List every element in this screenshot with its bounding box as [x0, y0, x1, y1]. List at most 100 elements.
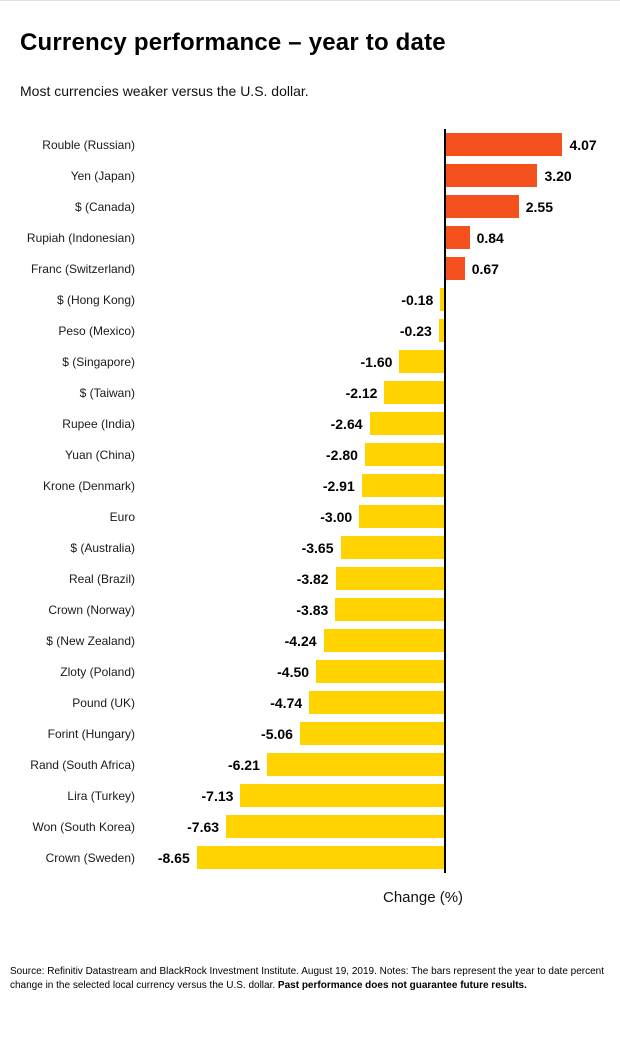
value-label: -3.00 — [320, 508, 353, 525]
negative-bar — [384, 381, 446, 404]
positive-bar — [445, 195, 519, 218]
plot-area: -1.60 — [145, 346, 620, 377]
negative-bar — [266, 753, 446, 776]
category-label: Euro — [109, 509, 135, 524]
bar-row: $ (Singapore) -1.60 — [0, 346, 620, 377]
negative-bar — [340, 536, 446, 559]
x-axis-label: Change (%) — [383, 889, 464, 906]
bar-row: Lira (Turkey) -7.13 — [0, 780, 620, 811]
plot-area: -3.82 — [145, 563, 620, 594]
category-label: $ (Canada) — [74, 199, 135, 214]
bar-row: Forint (Hungary) -5.06 — [0, 718, 620, 749]
category-label: Rupiah (Indonesian) — [26, 230, 135, 245]
negative-bar — [240, 784, 446, 807]
category-label: Yuan (China) — [64, 447, 135, 462]
bar-row: $ (New Zealand) -4.24 — [0, 625, 620, 656]
plot-area: 0.84 — [145, 222, 620, 253]
bar-chart: Rouble (Russian) 4.07 Yen (Japan) 3.20 $ (Ca… — [0, 129, 620, 873]
value-label: -3.82 — [296, 570, 329, 587]
plot-area: -7.63 — [145, 811, 620, 842]
value-label: -8.65 — [157, 849, 190, 866]
value-label: 3.20 — [544, 167, 572, 184]
category-label: Forint (Hungary) — [47, 726, 135, 741]
value-label: -0.18 — [401, 291, 434, 308]
plot-area: -3.65 — [145, 532, 620, 563]
plot-area: -7.13 — [145, 780, 620, 811]
plot-area: 0.67 — [145, 253, 620, 284]
category-label: Crown (Sweden) — [45, 850, 135, 865]
bar-row: $ (Hong Kong) -0.18 — [0, 284, 620, 315]
bar-row: $ (Taiwan) -2.12 — [0, 377, 620, 408]
category-label: $ (Singapore) — [62, 354, 135, 369]
positive-bar — [445, 133, 563, 156]
bar-row: Franc (Switzerland) 0.67 — [0, 253, 620, 284]
plot-area: 2.55 — [145, 191, 620, 222]
category-label: $ (Taiwan) — [79, 385, 135, 400]
disclaimer-text: Past performance does not guarantee futu… — [277, 979, 527, 991]
value-label: -2.64 — [330, 415, 363, 432]
bar-row: Crown (Sweden) -8.65 — [0, 842, 620, 873]
category-label: Franc (Switzerland) — [30, 261, 135, 276]
negative-bar — [359, 505, 446, 528]
value-label: -4.74 — [270, 694, 303, 711]
plot-area: -2.12 — [145, 377, 620, 408]
bar-row: Crown (Norway) -3.83 — [0, 594, 620, 625]
bar-row: Won (South Korea) -7.63 — [0, 811, 620, 842]
value-label: 0.67 — [471, 260, 499, 277]
plot-area: -5.06 — [145, 718, 620, 749]
category-label: $ (Australia) — [70, 540, 135, 555]
bar-row: Zloty (Poland) -4.50 — [0, 656, 620, 687]
category-label: Yen (Japan) — [70, 168, 135, 183]
value-label: -2.91 — [322, 477, 355, 494]
negative-bar — [323, 629, 446, 652]
category-label: Won (South Korea) — [32, 819, 136, 834]
bar-row: Rupee (India) -2.64 — [0, 408, 620, 439]
value-label: -4.50 — [277, 663, 310, 680]
plot-area: -2.80 — [145, 439, 620, 470]
plot-area: -6.21 — [145, 749, 620, 780]
value-label: -5.06 — [261, 725, 293, 742]
bar-row: Rupiah (Indonesian) 0.84 — [0, 222, 620, 253]
chart-page: Currency performance – year to date Most… — [0, 29, 620, 1046]
plot-area: -3.83 — [145, 594, 620, 625]
bar-row: Pound (UK) -4.74 — [0, 687, 620, 718]
positive-bar — [445, 226, 470, 249]
negative-bar — [399, 350, 446, 373]
plot-area: -8.65 — [145, 842, 620, 873]
category-label: Real (Brazil) — [68, 571, 135, 586]
category-label: Peso (Mexico) — [58, 323, 135, 338]
value-label: 2.55 — [525, 198, 553, 215]
chart-title: Currency performance – year to date — [20, 29, 446, 56]
value-label: -2.12 — [345, 384, 378, 401]
negative-bar — [438, 319, 446, 342]
bar-row: Rand (South Africa) -6.21 — [0, 749, 620, 780]
value-label: 4.07 — [569, 136, 597, 153]
bar-row: Peso (Mexico) -0.23 — [0, 315, 620, 346]
negative-bar — [369, 412, 446, 435]
bar-row: $ (Canada) 2.55 — [0, 191, 620, 222]
value-label: -6.21 — [227, 756, 260, 773]
source-text: Source: Refinitiv Datastream and BlackRo… — [10, 966, 605, 991]
plot-area: 4.07 — [145, 129, 620, 160]
positive-bar — [445, 164, 538, 187]
negative-bar — [196, 846, 446, 869]
value-label: -7.63 — [187, 818, 220, 835]
zero-axis-line — [444, 129, 447, 873]
bar-row: Rouble (Russian) 4.07 — [0, 129, 620, 160]
negative-bar — [361, 474, 446, 497]
plot-area: -0.23 — [145, 315, 620, 346]
bar-row: Yuan (China) -2.80 — [0, 439, 620, 470]
category-label: Pound (UK) — [72, 695, 135, 710]
negative-bar — [299, 722, 446, 745]
category-label: Rouble (Russian) — [42, 137, 135, 152]
plot-area: -4.50 — [145, 656, 620, 687]
negative-bar — [364, 443, 446, 466]
value-label: -7.13 — [201, 787, 234, 804]
bar-row: Krone (Denmark) -2.91 — [0, 470, 620, 501]
bar-row: Real (Brazil) -3.82 — [0, 563, 620, 594]
source-note: Source: Refinitiv Datastream and BlackRo… — [0, 965, 620, 992]
positive-bar — [445, 257, 465, 280]
negative-bar — [316, 660, 446, 683]
category-label: Zloty (Poland) — [60, 664, 135, 679]
bar-row: Yen (Japan) 3.20 — [0, 160, 620, 191]
